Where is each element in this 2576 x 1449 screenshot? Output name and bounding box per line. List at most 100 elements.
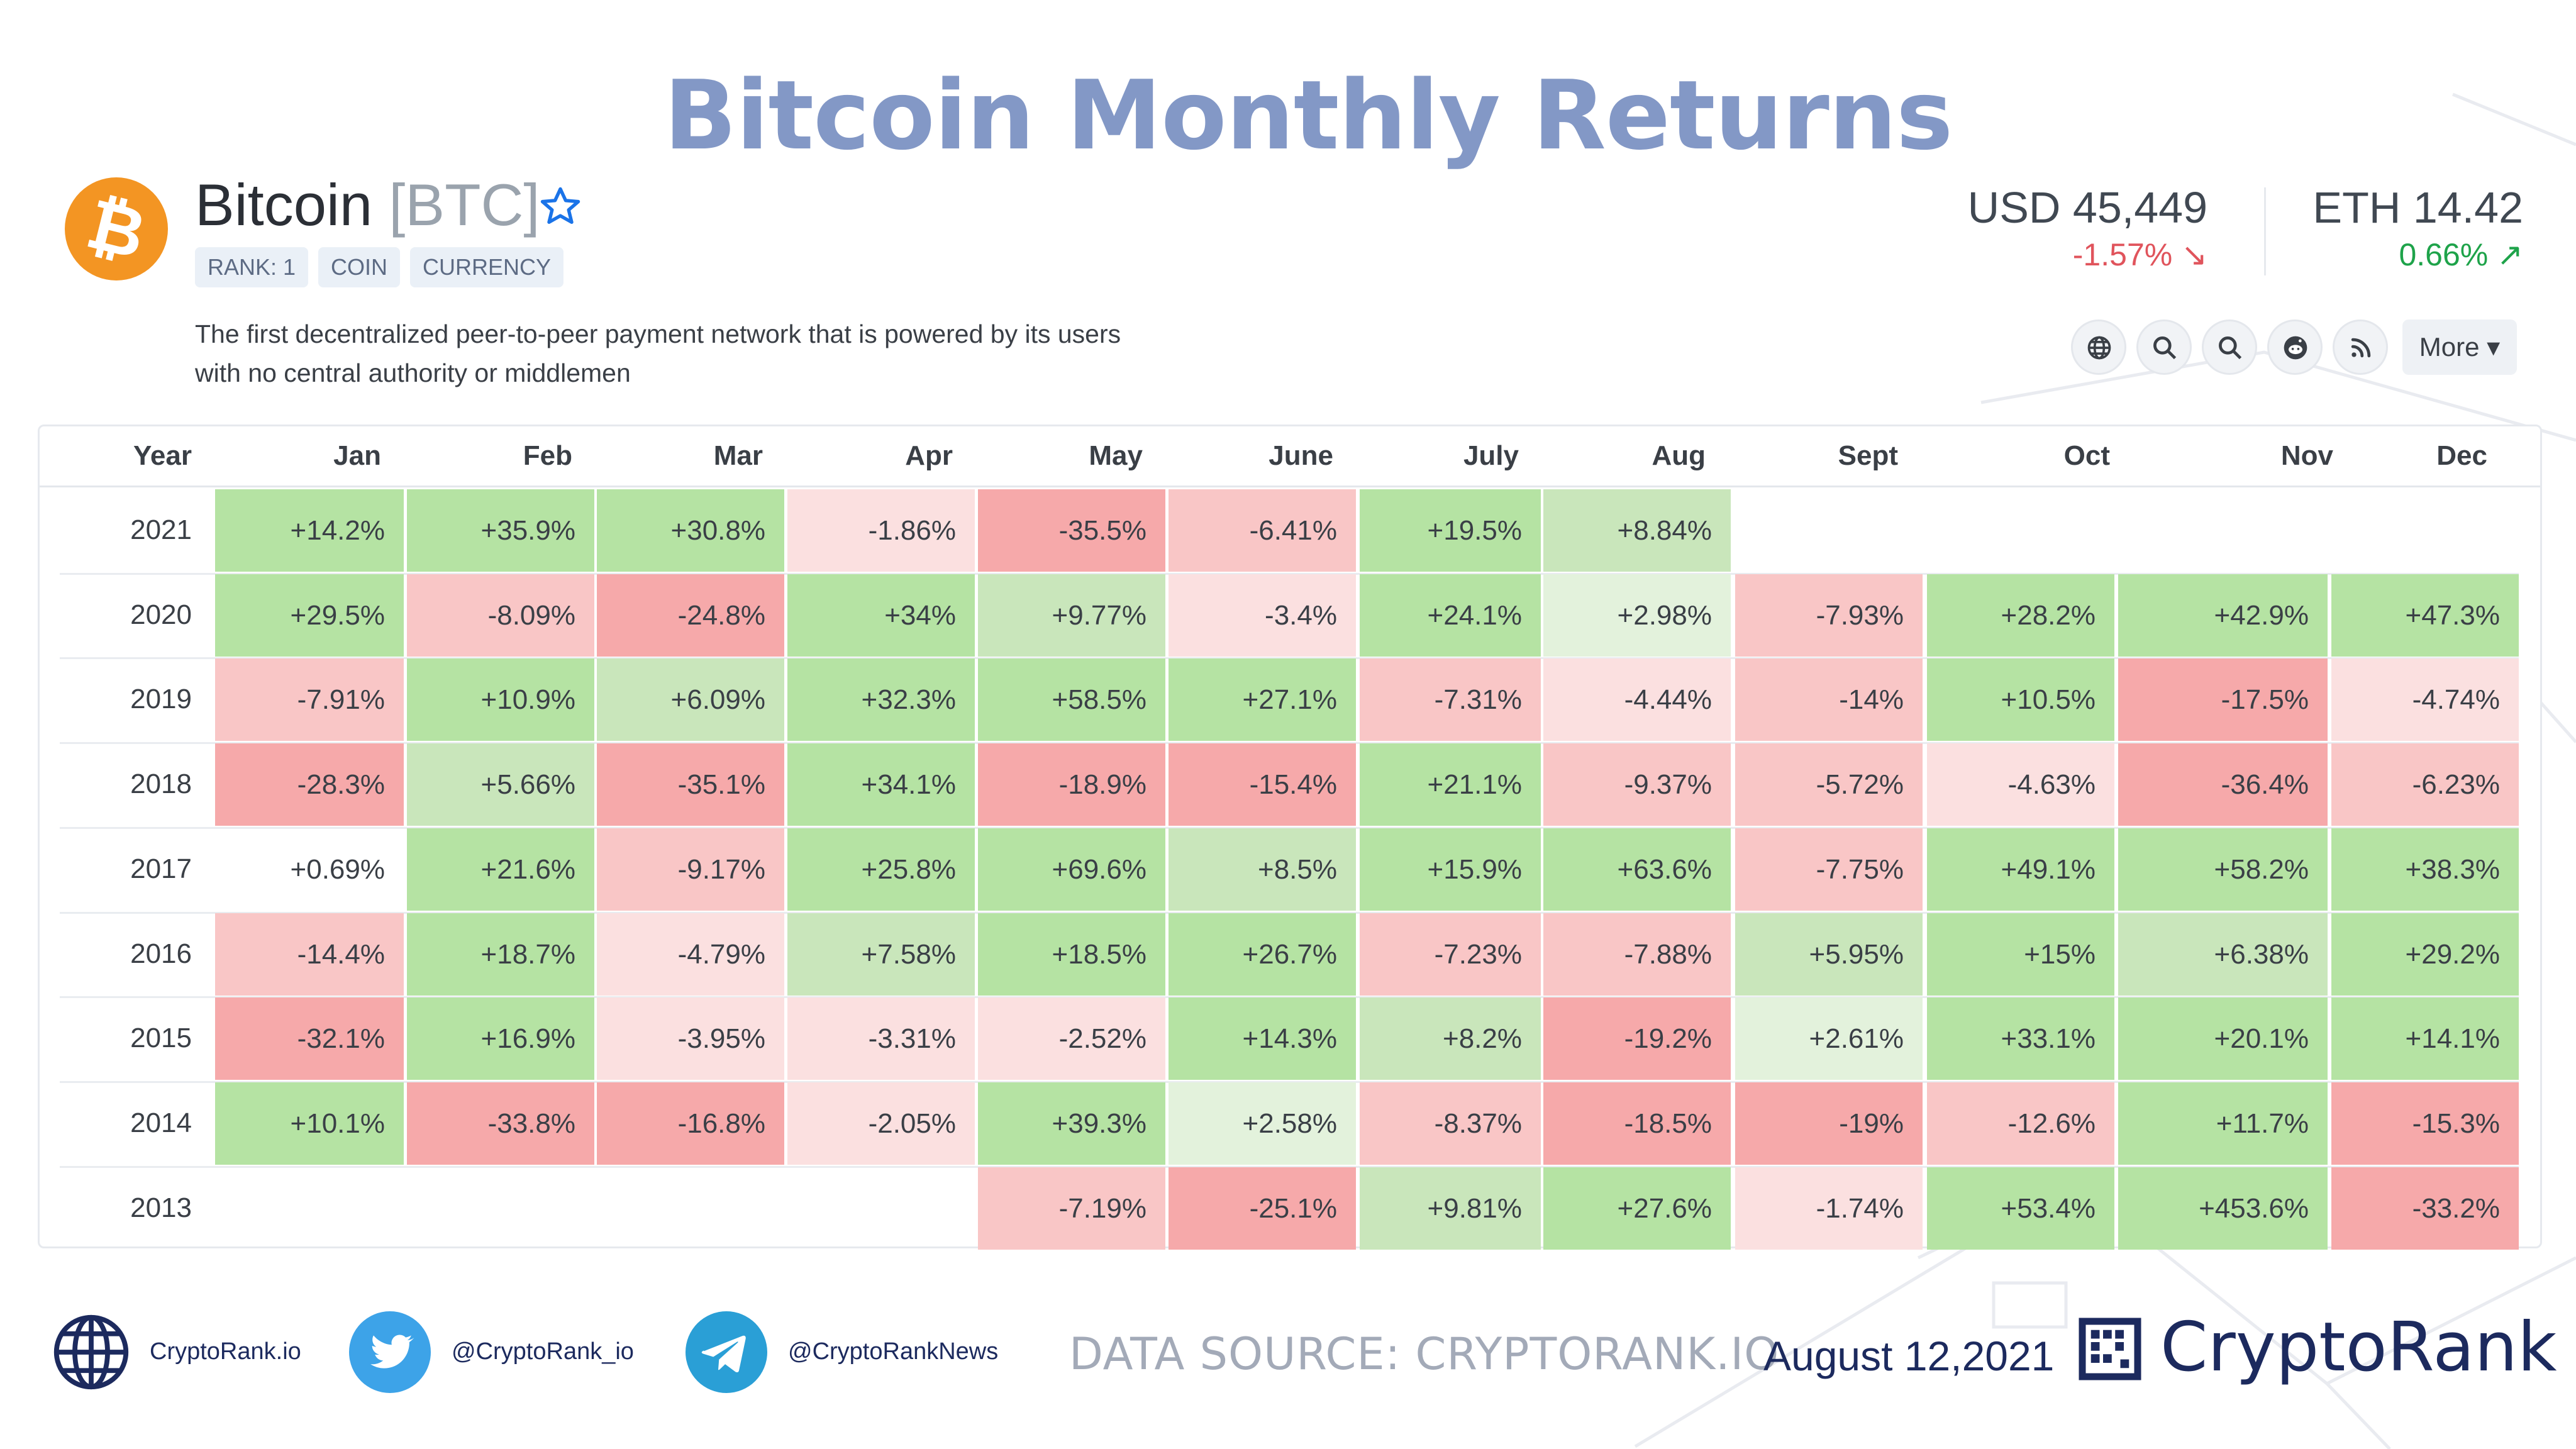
data-source-label: DATA SOURCE: CRYPTORANK.IO: [1069, 1328, 1780, 1380]
return-cell: +47.3%: [2331, 574, 2519, 657]
return-cell: -7.31%: [1360, 658, 1541, 741]
header-month: July: [1463, 440, 1519, 471]
return-cell: -3.95%: [597, 997, 784, 1080]
return-cell: +69.6%: [978, 828, 1165, 911]
return-cell: +20.1%: [2118, 997, 2328, 1080]
return-cell: +15.9%: [1360, 828, 1541, 911]
telegram-icon[interactable]: [686, 1311, 767, 1393]
return-cell: -19.2%: [1543, 997, 1731, 1080]
return-cell: -9.37%: [1543, 743, 1731, 826]
return-cell: -7.93%: [1735, 574, 1923, 657]
return-cell: +28.2%: [1927, 574, 2114, 657]
return-cell: -15.3%: [2331, 1082, 2519, 1165]
return-cell: +8.84%: [1543, 489, 1731, 572]
header-month: Oct: [2063, 440, 2110, 471]
row-divider: [60, 1080, 2519, 1083]
return-cell: +16.9%: [407, 997, 594, 1080]
explorer-search-button[interactable]: [2136, 319, 2192, 375]
footer-telegram[interactable]: @CryptoRankNews: [788, 1338, 999, 1365]
header-month: May: [1089, 440, 1143, 471]
return-cell: -25.1%: [1169, 1167, 1356, 1250]
return-cell: -4.74%: [2331, 658, 2519, 741]
eth-change: 0.66% ↗: [2399, 237, 2523, 272]
rss-button[interactable]: [2333, 319, 2388, 375]
return-cell: -2.52%: [978, 997, 1165, 1080]
return-cell: -14%: [1735, 658, 1923, 741]
return-cell: +26.7%: [1169, 913, 1356, 996]
return-cell: +6.09%: [597, 658, 784, 741]
coin-description: The first decentralized peer-to-peer pay…: [195, 314, 1327, 392]
usd-change: -1.57% ↘: [2072, 237, 2207, 272]
footer-twitter[interactable]: @CryptoRank_io: [452, 1338, 634, 1365]
return-cell: -15.4%: [1169, 743, 1356, 826]
header-month: Sept: [1838, 440, 1898, 471]
return-cell: -36.4%: [2118, 743, 2328, 826]
return-cell: -14.4%: [215, 913, 404, 996]
return-cell: +35.9%: [407, 489, 594, 572]
table-row-year: 2017: [130, 853, 192, 884]
eth-price-block: ETH 14.42 0.66% ↗: [2277, 182, 2523, 277]
return-cell: +15%: [1927, 913, 2114, 996]
return-cell: [1735, 489, 1923, 572]
tag-rank[interactable]: RANK: 1: [195, 247, 309, 287]
return-cell: +14.2%: [215, 489, 404, 572]
return-cell: +2.58%: [1169, 1082, 1356, 1165]
cryptorank-logo-icon: [2079, 1318, 2141, 1380]
return-cell: +9.81%: [1360, 1167, 1541, 1250]
row-divider: [60, 911, 2519, 914]
return-cell: -1.74%: [1735, 1167, 1923, 1250]
twitter-icon[interactable]: [349, 1311, 431, 1393]
row-divider: [60, 996, 2519, 999]
report-date: August 12,2021: [1763, 1333, 2055, 1379]
return-cell: +27.6%: [1543, 1167, 1731, 1250]
return-cell: -18.5%: [1543, 1082, 1731, 1165]
tag-currency[interactable]: CURRENCY: [410, 247, 564, 287]
explorer-search-button-2[interactable]: [2202, 319, 2257, 375]
return-cell: +19.5%: [1360, 489, 1541, 572]
return-cell: -1.86%: [787, 489, 975, 572]
star-icon[interactable]: [538, 184, 583, 230]
return-cell: +58.2%: [2118, 828, 2328, 911]
tag-coin[interactable]: COIN: [318, 247, 401, 287]
return-cell: +39.3%: [978, 1082, 1165, 1165]
coin-symbol: [BTC]: [389, 172, 540, 238]
return-cell: +58.5%: [978, 658, 1165, 741]
return-cell: -9.17%: [597, 828, 784, 911]
coin-name: Bitcoin: [195, 172, 373, 238]
return-cell: -18.9%: [978, 743, 1165, 826]
return-cell: +2.98%: [1543, 574, 1731, 657]
description-line-2: with no central authority or middlemen: [195, 358, 631, 387]
reddit-button[interactable]: [2267, 319, 2323, 375]
globe-icon[interactable]: [50, 1311, 132, 1393]
return-cell: +10.1%: [215, 1082, 404, 1165]
website-button[interactable]: [2071, 319, 2126, 375]
row-divider: [60, 572, 2519, 575]
return-cell: +53.4%: [1927, 1167, 2114, 1250]
return-cell: -7.91%: [215, 658, 404, 741]
return-cell: -7.19%: [978, 1167, 1165, 1250]
more-dropdown-button[interactable]: More ▾: [2402, 319, 2517, 375]
return-cell: +27.1%: [1169, 658, 1356, 741]
return-cell: -4.44%: [1543, 658, 1731, 741]
header-month: Jan: [333, 440, 381, 471]
return-cell: [407, 1167, 594, 1250]
return-cell: -7.23%: [1360, 913, 1541, 996]
table-row-year: 2015: [130, 1023, 192, 1054]
return-cell: +8.5%: [1169, 828, 1356, 911]
search-icon: [2153, 336, 2177, 360]
header-year: Year: [133, 440, 192, 471]
return-cell: +33.1%: [1927, 997, 2114, 1080]
price-divider: [2264, 187, 2266, 275]
return-cell: +21.6%: [407, 828, 594, 911]
return-cell: +7.58%: [787, 913, 975, 996]
return-cell: +9.77%: [978, 574, 1165, 657]
return-cell: [215, 1167, 404, 1250]
return-cell: +10.9%: [407, 658, 594, 741]
table-row-year: 2018: [130, 769, 192, 800]
return-cell: -3.4%: [1169, 574, 1356, 657]
return-cell: +14.3%: [1169, 997, 1356, 1080]
return-cell: +6.38%: [2118, 913, 2328, 996]
footer-website[interactable]: CryptoRank.io: [150, 1338, 301, 1365]
return-cell: -4.79%: [597, 913, 784, 996]
return-cell: +5.66%: [407, 743, 594, 826]
